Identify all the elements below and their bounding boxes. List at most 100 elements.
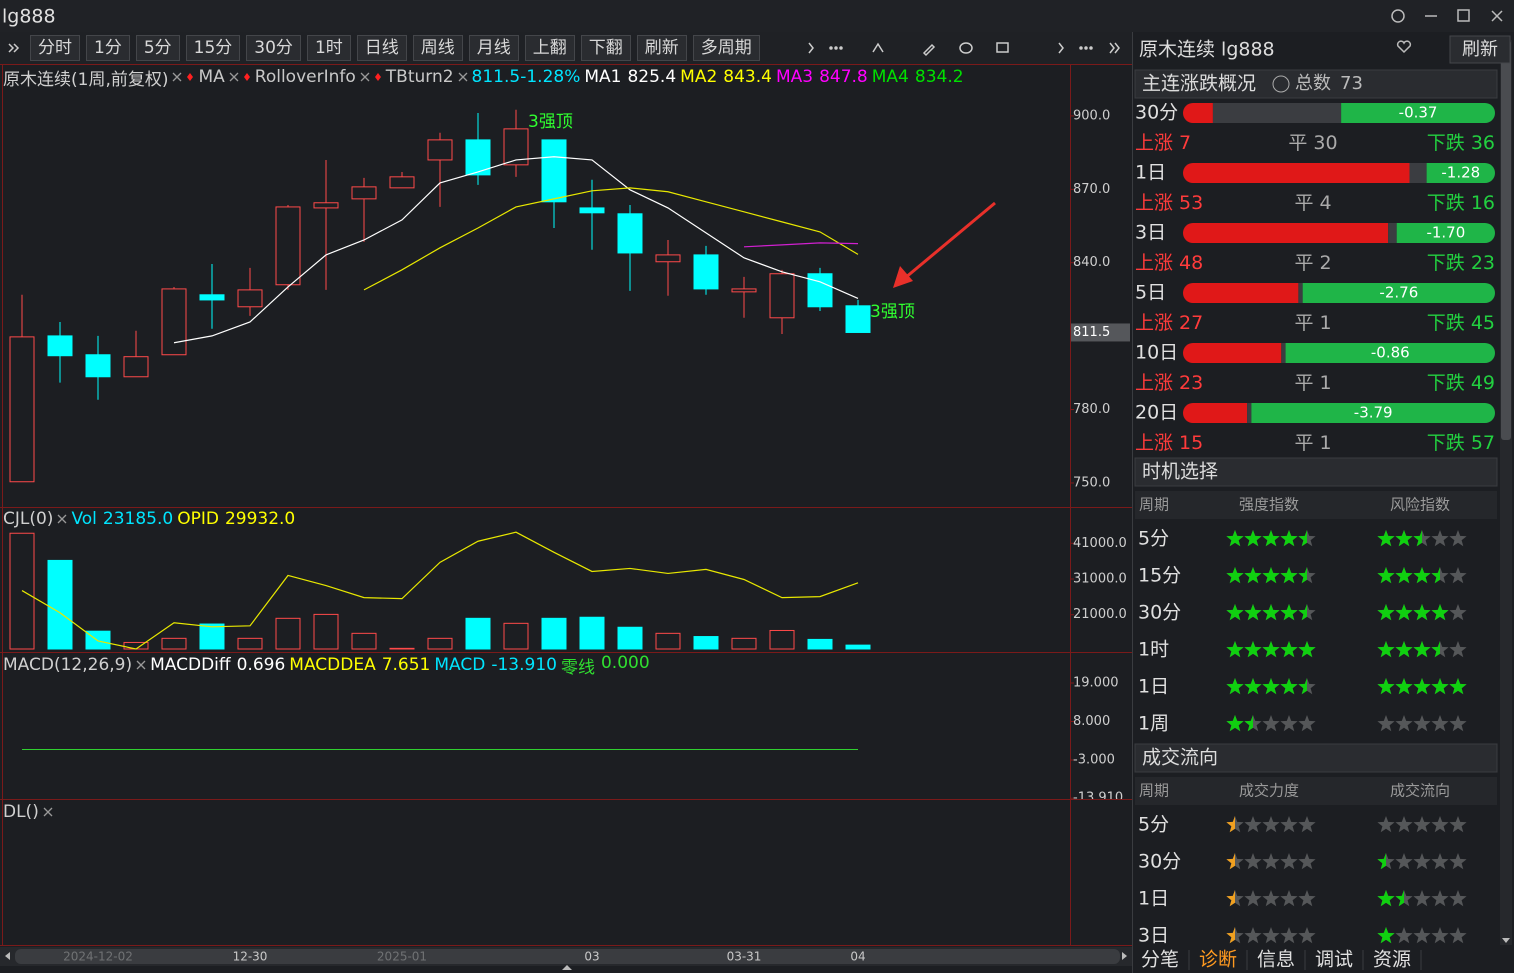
- window-buttons[interactable]: [1391, 9, 1503, 23]
- breadth-segment: [1388, 223, 1397, 243]
- close-icon[interactable]: [136, 660, 146, 670]
- toolbar-button[interactable]: 1分: [86, 35, 130, 61]
- toolbar-button[interactable]: 上翻: [524, 35, 575, 61]
- toolbar-icons[interactable]: [8, 42, 1120, 57]
- breadth-segment: [1183, 343, 1282, 363]
- legend-item-name: MA3: [775, 67, 814, 87]
- toolbar-button[interactable]: 下翻: [580, 35, 631, 61]
- change-value: -0.37: [1399, 104, 1438, 122]
- tab[interactable]: 诊断: [1199, 949, 1237, 971]
- star: [1377, 927, 1395, 944]
- star: [1377, 890, 1395, 907]
- legend-item-value: 843.4: [723, 67, 772, 87]
- volume-bar: [85, 630, 111, 650]
- scroll-down[interactable]: [1502, 938, 1510, 943]
- star-row-bg: [1377, 816, 1467, 833]
- star-empty: [1280, 890, 1298, 907]
- star-empty: [1449, 816, 1467, 833]
- h-scroll-thumb[interactable]: [15, 949, 1120, 964]
- toolbar-button[interactable]: 月线: [468, 35, 519, 61]
- toolbar-button[interactable]: 5分: [135, 35, 180, 61]
- toolbar-button[interactable]: 日线: [356, 35, 407, 61]
- star-empty: [1262, 853, 1280, 870]
- section-title: 时机选择: [1142, 461, 1218, 483]
- legend-item-value: 29932.0: [224, 509, 296, 529]
- x-tick-label: 2024-12-02: [63, 950, 133, 964]
- volume-bar: [161, 637, 187, 650]
- breadth-segment: [1212, 103, 1342, 123]
- breadth-segment: [1396, 223, 1495, 243]
- scroll-thumb[interactable]: [1501, 40, 1511, 440]
- x-tick-label: 2025-01: [377, 950, 427, 964]
- toolbar-button[interactable]: 周线: [412, 35, 463, 61]
- star: [1395, 567, 1413, 584]
- period-label: 3日: [1138, 925, 1169, 947]
- down-label: 下跌: [1427, 252, 1465, 274]
- toolbar-button[interactable]: 刷新: [636, 35, 687, 61]
- close-icon[interactable]: [360, 72, 370, 82]
- star: [1280, 567, 1298, 584]
- breadth-segment: [1247, 403, 1252, 423]
- ma-line: [363, 187, 859, 291]
- up-value: 7: [1179, 132, 1191, 154]
- close-icon[interactable]: [57, 514, 67, 524]
- candle-body: [161, 288, 187, 356]
- tab[interactable]: 资源: [1373, 949, 1411, 971]
- toolbar-button[interactable]: 1时: [306, 35, 351, 61]
- star: [1413, 604, 1431, 621]
- up-value: 15: [1179, 432, 1203, 454]
- candle-body: [47, 335, 73, 357]
- legend-item-name: 零线: [560, 657, 595, 678]
- toolbar-button[interactable]: 多周期: [692, 35, 760, 61]
- refresh-button-bg[interactable]: [1449, 35, 1511, 64]
- star-rating: [1226, 567, 1307, 584]
- star-empty: [1298, 890, 1316, 907]
- down-label: 下跌: [1427, 192, 1465, 214]
- star: [1298, 678, 1307, 695]
- star-empty: [1377, 816, 1395, 833]
- down-label: 下跌: [1427, 132, 1465, 154]
- toolbar-button[interactable]: 30分: [246, 35, 301, 61]
- candle-body: [579, 207, 605, 214]
- star-empty: [1395, 927, 1413, 944]
- breadth-segment: [1302, 283, 1495, 303]
- star-rating: [1377, 567, 1440, 584]
- tab[interactable]: 调试: [1315, 949, 1353, 971]
- down-value: 57: [1471, 432, 1495, 454]
- refresh-button[interactable]: 刷新: [1462, 39, 1498, 60]
- change-value: -1.70: [1426, 224, 1465, 242]
- close-icon[interactable]: [172, 72, 182, 82]
- breadth-segment: [1251, 403, 1495, 423]
- star: [1280, 530, 1298, 547]
- star-empty: [1431, 853, 1449, 870]
- change-value: -0.86: [1371, 344, 1410, 362]
- star-rating: [1226, 715, 1253, 732]
- toolbar-button[interactable]: 分时: [30, 35, 80, 61]
- favorite-icon[interactable]: [1396, 40, 1412, 54]
- change-value: -1.28: [1441, 164, 1480, 182]
- toolbar-button[interactable]: 15分: [185, 35, 241, 61]
- star: [1377, 567, 1395, 584]
- legend-item-name: MACDDEA: [289, 655, 376, 675]
- close-icon[interactable]: [43, 807, 53, 817]
- tab[interactable]: 分笔: [1141, 949, 1179, 971]
- star-empty: [1262, 816, 1280, 833]
- flat-label: 平: [1294, 432, 1313, 454]
- star-empty: [1298, 816, 1316, 833]
- star-rating: [1377, 604, 1449, 621]
- flat-value: 4: [1319, 192, 1331, 214]
- breadth-segment: [1341, 103, 1495, 123]
- period-label: 15分: [1138, 565, 1181, 587]
- breadth-segment: [1183, 163, 1410, 183]
- tab[interactable]: 信息: [1257, 949, 1295, 971]
- up-count: 上涨 53: [1135, 192, 1203, 214]
- star-rating: [1226, 678, 1307, 695]
- flat-value: 1: [1319, 312, 1331, 334]
- candle-body: [769, 273, 795, 319]
- breadth-segment: [1298, 283, 1303, 303]
- scroll-arrows[interactable]: [5, 952, 1127, 970]
- close-icon[interactable]: [458, 72, 468, 82]
- close-icon[interactable]: [229, 72, 239, 82]
- indicator-name: MA: [198, 67, 225, 87]
